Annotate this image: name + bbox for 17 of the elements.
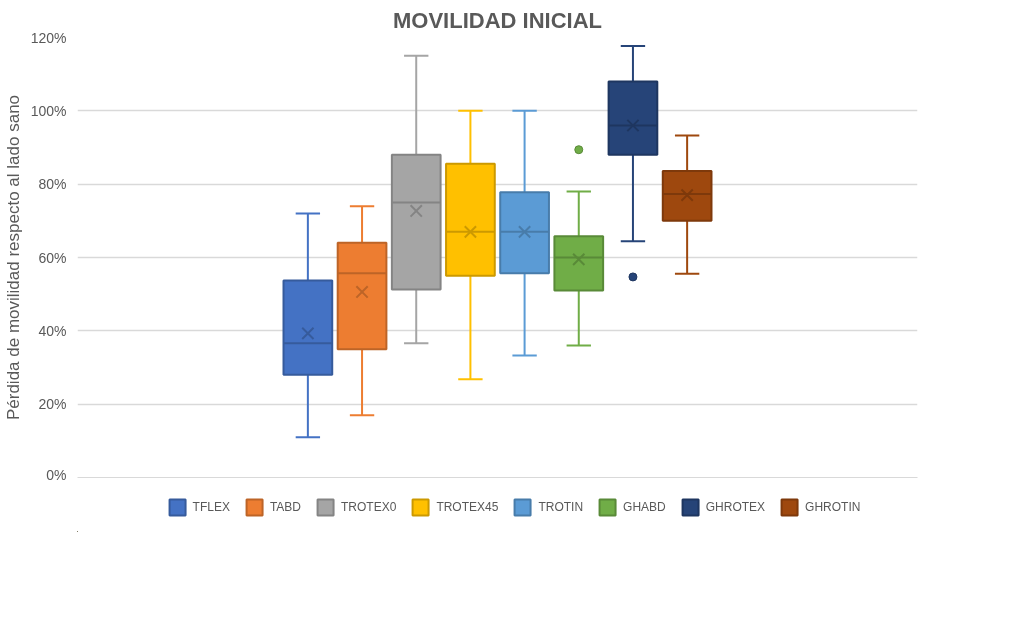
y-tick-label: 120% <box>30 29 67 46</box>
legend-label: GHROTIN <box>805 499 861 516</box>
chart-title: MOVILIDAD INICIAL <box>393 7 603 33</box>
legend-label: GHABD <box>623 499 666 516</box>
legend-label: TROTEX45 <box>436 499 499 516</box>
y-tick-label: 80% <box>38 176 67 193</box>
legend-label: TFLEX <box>192 499 230 516</box>
legend-label: TROTIN <box>538 499 584 516</box>
y-tick-label: 40% <box>38 322 67 339</box>
y-axis-title: Pérdida de movilidad respecto al lado sano <box>3 94 23 421</box>
y-tick-label: 60% <box>38 249 67 266</box>
legend-label: GHROTEX <box>705 499 766 516</box>
y-tick-label: 100% <box>30 102 67 119</box>
y-tick-label: 0% <box>46 466 67 483</box>
y-tick-label: 20% <box>38 396 67 413</box>
legend-label: TABD <box>269 499 302 516</box>
legend-label: TROTEX0 <box>341 499 397 516</box>
